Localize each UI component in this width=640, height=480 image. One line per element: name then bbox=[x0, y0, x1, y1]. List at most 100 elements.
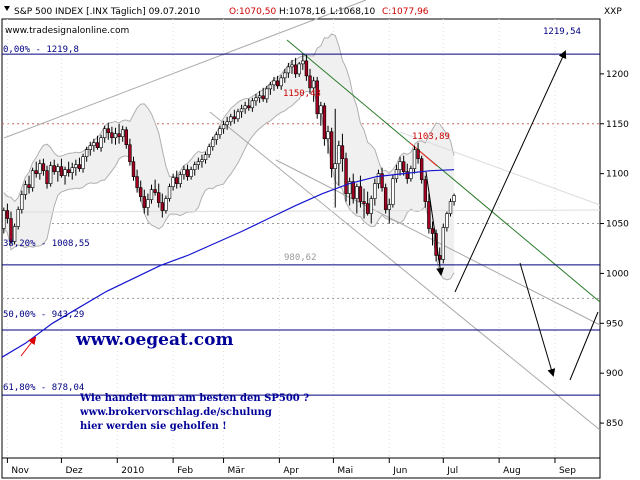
x-tick-label: Mär bbox=[228, 466, 245, 476]
candle bbox=[117, 123, 121, 144]
candle bbox=[196, 157, 201, 170]
candle-body bbox=[59, 166, 64, 176]
candle-body bbox=[347, 181, 352, 194]
candle-body bbox=[77, 164, 82, 169]
candle-body bbox=[373, 183, 377, 199]
candle-body bbox=[308, 75, 312, 89]
candle bbox=[452, 193, 456, 206]
currency-label: XXP bbox=[604, 7, 622, 17]
candle bbox=[88, 141, 92, 156]
candle-body bbox=[416, 149, 420, 159]
candle bbox=[409, 165, 413, 182]
candle bbox=[175, 170, 179, 189]
candle-body bbox=[322, 105, 327, 140]
moving-average bbox=[1, 169, 455, 358]
candle bbox=[131, 156, 136, 181]
candle bbox=[337, 140, 341, 186]
candle-body bbox=[178, 174, 183, 184]
candle-body bbox=[48, 165, 53, 184]
candle bbox=[229, 113, 233, 126]
candle bbox=[232, 109, 237, 124]
candle-body bbox=[167, 186, 172, 199]
candle-body bbox=[9, 218, 13, 242]
candle-body bbox=[38, 163, 42, 174]
candle bbox=[153, 179, 157, 196]
y-tick-label: 1000 bbox=[606, 269, 629, 279]
band-fill bbox=[3, 34, 455, 280]
candle-body bbox=[12, 226, 17, 242]
candle bbox=[347, 177, 352, 206]
candle-body bbox=[207, 146, 211, 155]
candle-body bbox=[268, 84, 273, 90]
trendline-faint bbox=[19, 209, 601, 213]
collapse-triangle-icon[interactable] bbox=[4, 6, 10, 11]
candle-body bbox=[52, 165, 56, 172]
candle-body bbox=[337, 145, 341, 164]
candle bbox=[254, 93, 258, 106]
band-upper bbox=[3, 33, 455, 203]
top-right-level: 1219,54 bbox=[543, 27, 581, 37]
candle bbox=[56, 163, 60, 182]
candle-body bbox=[102, 128, 107, 139]
candle-body bbox=[383, 187, 388, 210]
candle bbox=[214, 131, 219, 145]
candle-body bbox=[236, 111, 240, 120]
candle-body bbox=[229, 116, 233, 123]
candle-body bbox=[401, 161, 406, 172]
candle-body bbox=[203, 154, 208, 160]
candle bbox=[102, 125, 107, 143]
candle bbox=[27, 175, 31, 194]
promo-line-3: hier werden sie geholfen ! bbox=[80, 421, 227, 432]
candle-body bbox=[441, 227, 445, 260]
candle bbox=[311, 76, 316, 102]
candle-body bbox=[265, 88, 269, 100]
candle bbox=[423, 175, 427, 208]
candle-body bbox=[110, 132, 114, 139]
candle-body bbox=[419, 158, 424, 180]
candle-body bbox=[128, 144, 132, 162]
candle bbox=[247, 98, 251, 111]
candle bbox=[250, 97, 255, 112]
candle-body bbox=[113, 133, 118, 139]
candle-body bbox=[157, 192, 161, 203]
x-tick-label: Dez bbox=[65, 466, 82, 476]
candle-body bbox=[20, 194, 24, 210]
candle-body bbox=[365, 203, 370, 214]
forecast-arrows bbox=[20, 50, 599, 381]
candle-body bbox=[211, 139, 215, 148]
candle-body bbox=[221, 124, 226, 130]
candle bbox=[290, 59, 294, 74]
candle-body bbox=[34, 170, 38, 174]
candle-body bbox=[74, 164, 78, 168]
candle bbox=[236, 108, 240, 122]
promo-line-1: Wie handelt man am besten den SP500 ? bbox=[79, 393, 309, 404]
candle bbox=[239, 104, 244, 118]
candle bbox=[185, 164, 190, 181]
x-tick-label: Feb bbox=[177, 466, 193, 476]
candle bbox=[351, 173, 355, 204]
candle bbox=[5, 203, 10, 224]
candle bbox=[344, 152, 348, 202]
candle bbox=[369, 195, 373, 224]
level-1150-label: 1150,43 bbox=[283, 89, 321, 99]
candle-body bbox=[434, 233, 438, 256]
candle-body bbox=[344, 158, 348, 194]
candle bbox=[81, 153, 85, 173]
candle bbox=[329, 127, 334, 178]
candle-body bbox=[200, 159, 204, 162]
candle-body bbox=[164, 198, 168, 211]
promo-line-2: www.brokervorschlag.de/schulung bbox=[79, 407, 272, 418]
candle-body bbox=[124, 129, 128, 146]
candle-body bbox=[254, 97, 258, 102]
header: S&P 500 INDEX [.INX Täglich] 09.07.2010 … bbox=[4, 6, 622, 17]
candle-body bbox=[171, 177, 175, 187]
candle-body bbox=[88, 145, 92, 151]
candle-body bbox=[311, 80, 316, 89]
price-axis: 850 900 950 1000 1050 1100 1150 1200 bbox=[600, 70, 629, 429]
candle-body bbox=[117, 133, 121, 138]
candle bbox=[189, 166, 193, 180]
trendline-lower-channel bbox=[209, 111, 601, 431]
candle-body bbox=[445, 213, 449, 228]
candle bbox=[319, 101, 323, 126]
